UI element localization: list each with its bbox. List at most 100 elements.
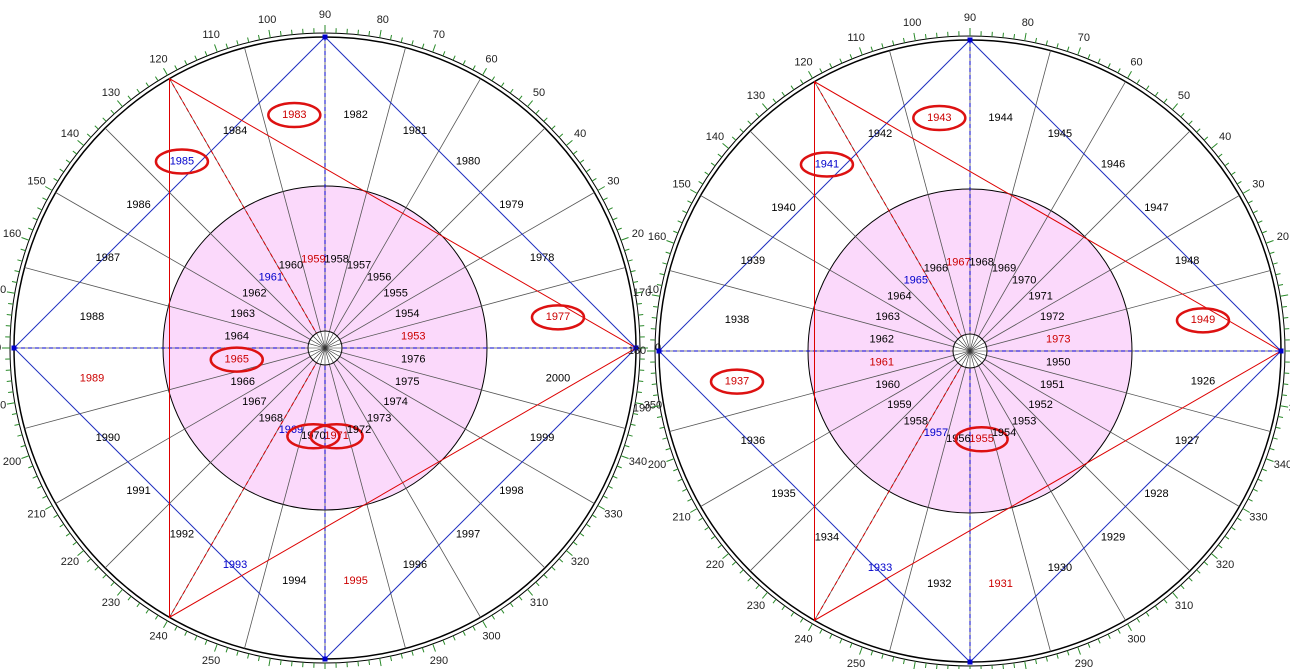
degree-label: 220: [61, 556, 79, 568]
center-spoke: [320, 331, 326, 349]
degree-tick: [1281, 394, 1287, 397]
outer-year: 1935: [771, 488, 795, 500]
inner-year: 1964: [225, 330, 249, 342]
degree-tick: [1261, 468, 1267, 472]
degree-tick: [1224, 535, 1230, 540]
inner-year: 1953: [1012, 416, 1036, 428]
degree-tick: [690, 189, 698, 194]
degree-tick: [1252, 210, 1258, 214]
degree-tick: [881, 653, 884, 659]
degree-tick: [59, 168, 65, 173]
degree-label: 250: [847, 658, 865, 669]
degree-tick: [194, 55, 198, 61]
inner-year: 1973: [367, 413, 391, 425]
degree-tick: [1188, 120, 1193, 125]
degree-tick: [1269, 447, 1275, 451]
degree-label: 50: [533, 87, 545, 99]
inner-year: 1959: [301, 254, 325, 266]
inner-year: 1958: [324, 254, 348, 266]
degree-tick: [602, 197, 608, 201]
degree-tick: [1107, 633, 1111, 639]
degree-tick: [870, 46, 874, 52]
degree-label: 350: [1289, 403, 1290, 415]
degree-tick: [28, 465, 34, 469]
degree-tick: [357, 29, 359, 35]
outer-year: 1949: [1191, 314, 1215, 326]
degree-tick: [677, 220, 683, 224]
degree-tick: [747, 577, 752, 582]
triangle: [169, 77, 637, 619]
degree-tick: [1154, 605, 1159, 611]
outer-year: 1981: [403, 125, 427, 137]
degree-tick: [1210, 142, 1218, 149]
sector-line: [339, 192, 595, 340]
degree-label: 300: [482, 630, 500, 642]
inner-year: 1968: [969, 257, 993, 269]
degree-tick: [635, 291, 644, 294]
degree-tick: [620, 237, 629, 241]
sector-line: [700, 195, 956, 343]
degree-tick: [585, 168, 591, 173]
center-spoke: [953, 350, 971, 356]
degree-label: 30: [1252, 178, 1264, 190]
degree-tick: [607, 207, 613, 211]
degree-label: 300: [1127, 633, 1145, 645]
degree-tick: [17, 259, 23, 262]
degree-label: 180: [0, 342, 1, 354]
degree-tick: [116, 100, 123, 108]
degree-label: 140: [706, 131, 724, 143]
vertex-dot: [322, 656, 328, 662]
degree-tick: [673, 468, 679, 472]
degree-tick: [591, 178, 597, 182]
sector-line: [341, 267, 626, 344]
degree-tick: [1163, 98, 1168, 104]
degree-label: 150: [672, 178, 690, 190]
sector-line: [669, 355, 954, 432]
degree-label: 20: [632, 228, 644, 240]
degree-label: 170: [633, 287, 651, 299]
outer-year: 1948: [1175, 255, 1199, 267]
degree-tick: [6, 380, 12, 382]
degree-tick: [747, 120, 752, 125]
inner-year: 1959: [887, 399, 911, 411]
outer-year: 1990: [96, 432, 120, 444]
degree-label: 160: [3, 228, 21, 240]
degree-tick: [1097, 58, 1101, 64]
degree-tick: [1136, 79, 1140, 85]
degree-label: 80: [1022, 17, 1034, 29]
inner-year: 1960: [279, 260, 303, 272]
sector-line: [889, 367, 966, 652]
degree-tick: [1002, 664, 1004, 669]
degree-tick: [247, 37, 250, 43]
sector-line: [55, 192, 311, 340]
sector-line: [978, 81, 1126, 337]
degree-tick: [247, 653, 250, 659]
degree-tick: [704, 526, 710, 531]
center-spoke: [324, 347, 334, 363]
sector-line: [244, 364, 321, 649]
outer-year: 1991: [126, 485, 150, 497]
degree-tick: [72, 150, 78, 155]
degree-tick: [1024, 32, 1027, 41]
sector-line: [700, 359, 956, 507]
degree-tick: [572, 150, 578, 155]
degree-tick: [204, 51, 208, 57]
degree-tick: [1257, 220, 1263, 224]
degree-label: 130: [747, 90, 765, 102]
highlight-ellipse: [709, 368, 765, 395]
degree-tick: [174, 65, 178, 71]
degree-tick: [1035, 37, 1038, 43]
degree-tick: [94, 125, 99, 130]
degree-tick: [761, 103, 768, 111]
degree-tick: [1275, 273, 1281, 276]
degree-label: 240: [794, 633, 812, 645]
degree-tick: [110, 581, 115, 587]
degree-tick: [1077, 646, 1081, 655]
degree-tick: [518, 595, 523, 601]
degree-tick: [1013, 662, 1016, 668]
degree-tick: [432, 643, 436, 652]
center-spoke: [308, 347, 326, 353]
degree-tick: [722, 553, 730, 560]
degree-tick: [651, 405, 660, 408]
degree-tick: [630, 270, 636, 273]
